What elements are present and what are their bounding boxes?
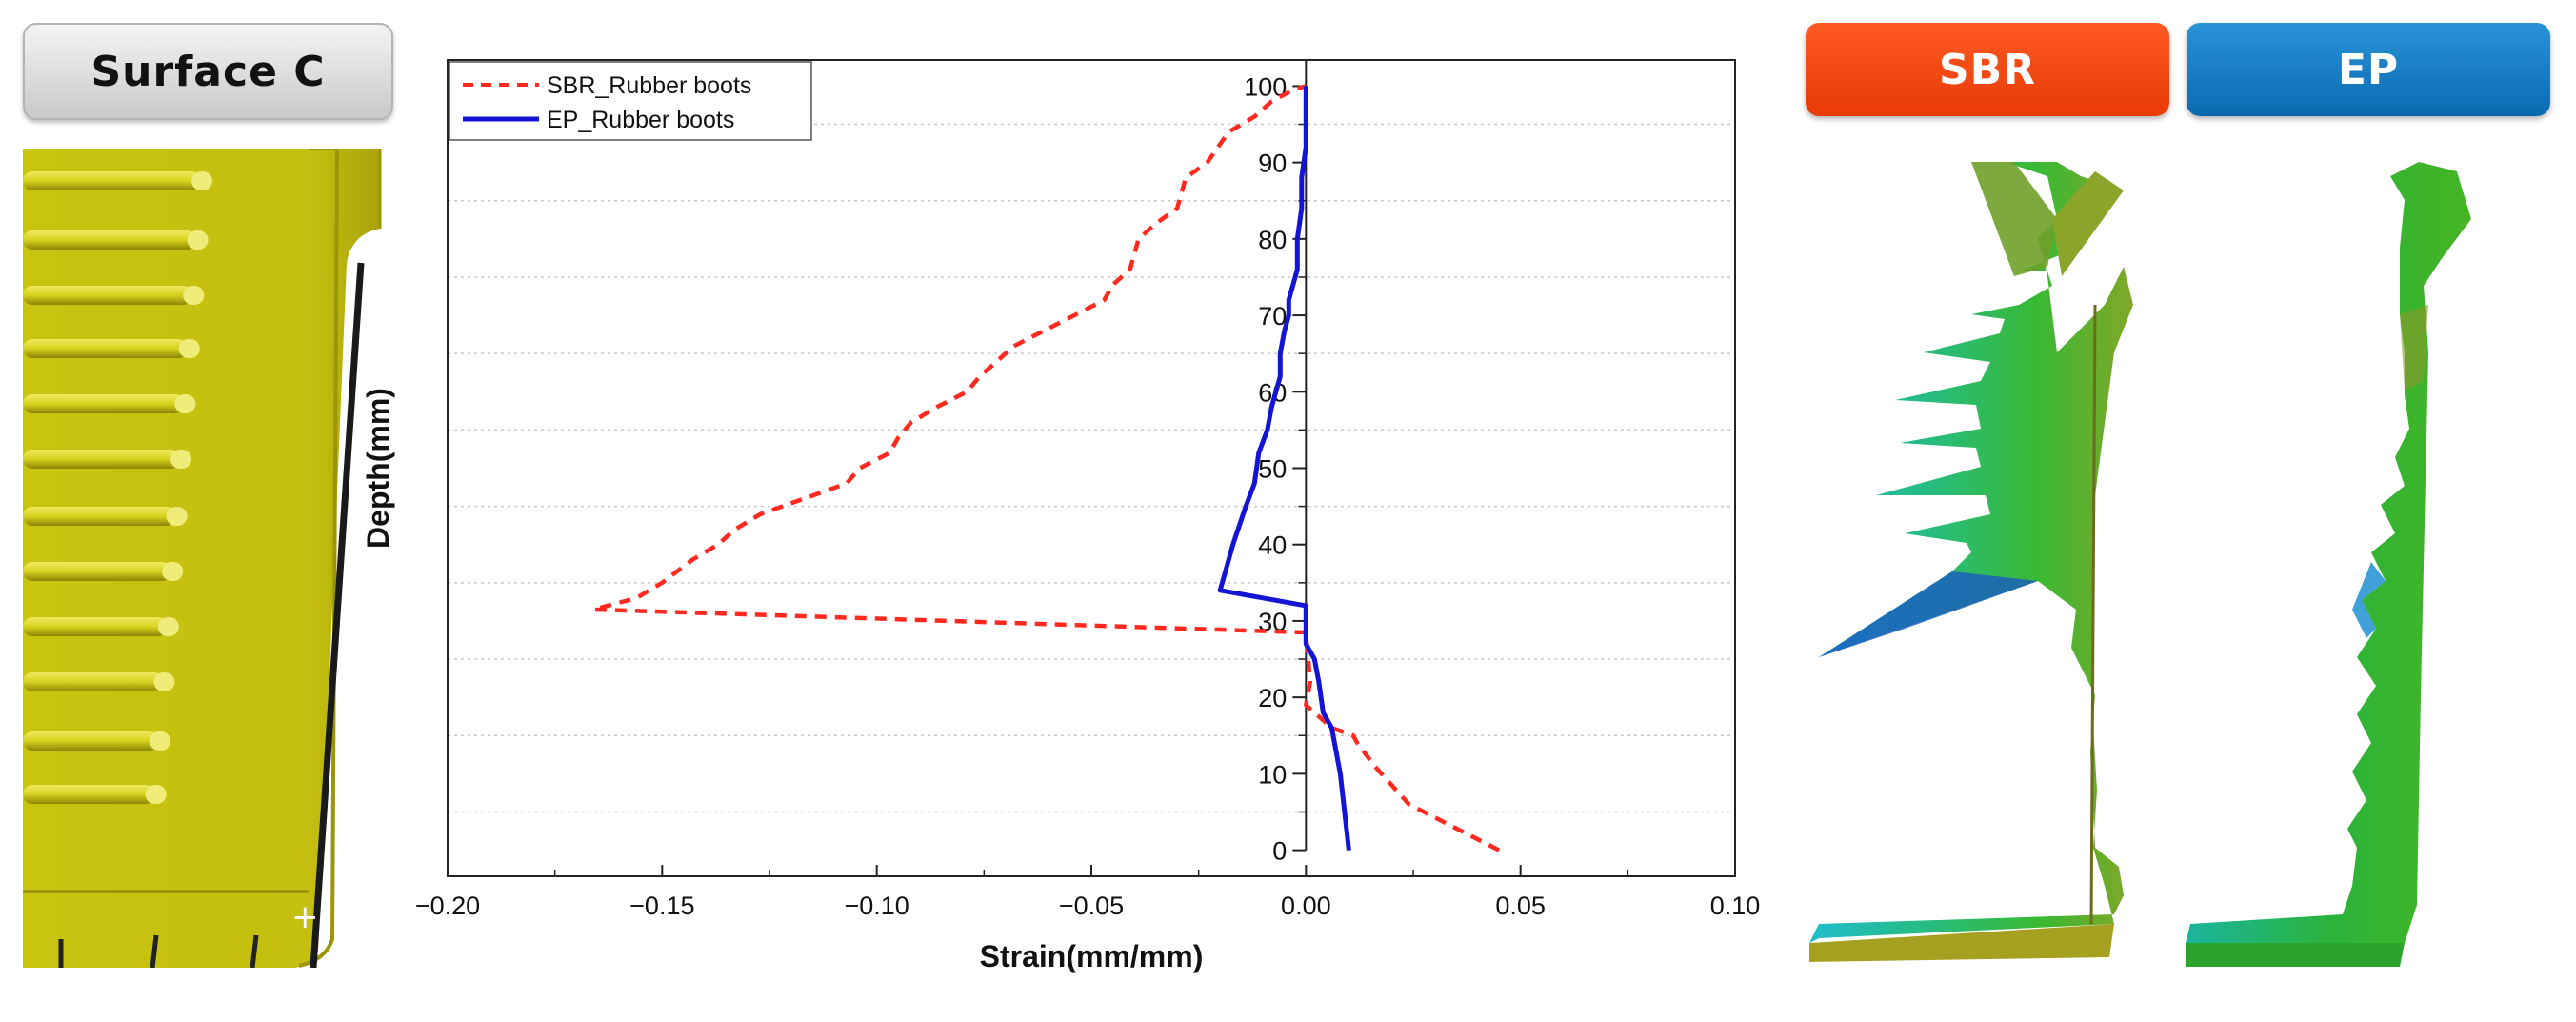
surface-fin [23, 230, 197, 250]
x-tick-label: 0.10 [1710, 892, 1761, 920]
x-tick-label: 0.00 [1281, 892, 1331, 920]
y-tick-label: 90 [1258, 150, 1287, 178]
legend-box [449, 61, 812, 141]
surface-c-button[interactable]: Surface C [23, 23, 393, 120]
surface-fin-cap [166, 507, 188, 526]
surface-fin-cap [145, 785, 167, 804]
surface-fin [23, 785, 155, 804]
plot-frame [447, 59, 1736, 877]
chart-legend: SBR_Rubber boots EP_Rubber boots [449, 61, 812, 141]
legend-label-sbr: SBR_Rubber boots [547, 72, 751, 99]
surface-fin-cap [170, 450, 191, 469]
surface-fin [23, 617, 168, 636]
series-line-ep [1217, 86, 1351, 851]
x-tick-label: −0.10 [845, 892, 909, 920]
surface-fin [23, 171, 201, 190]
series-line-sbr [590, 84, 1501, 852]
chart-series [590, 84, 1501, 852]
surface-fin [23, 562, 172, 581]
surface-fin-cap [183, 286, 205, 305]
sbr-deformation-model [1809, 162, 2133, 962]
chart-grid [448, 123, 1735, 813]
y-tick-label: 80 [1258, 226, 1287, 254]
legend-label-ep: EP_Rubber boots [547, 107, 734, 133]
surface-fin [23, 731, 159, 751]
ep-button[interactable]: EP [2187, 23, 2550, 116]
surface-fin [23, 394, 185, 413]
surface-fin [23, 339, 189, 358]
y-tick-label: 10 [1258, 760, 1287, 789]
ep-deformation-model [2186, 162, 2471, 967]
surface-fin-cap [162, 562, 184, 581]
surface-fin-cap [187, 230, 209, 250]
x-tick-label: 0.05 [1495, 892, 1546, 920]
surface-fins [23, 171, 212, 804]
surface-fin [23, 507, 176, 526]
x-tick-label: −0.05 [1059, 892, 1124, 920]
x-tick-label: −0.20 [415, 892, 480, 920]
surface-fin-cap [191, 171, 212, 190]
ep-mesh-body [2186, 162, 2471, 943]
ep-base [2186, 943, 2405, 967]
surface-fin-cap [178, 339, 200, 358]
surface-fin [23, 286, 193, 305]
sbr-mesh-body [1809, 162, 2133, 943]
y-tick-label: 70 [1258, 302, 1287, 331]
plus-icon: + [291, 898, 319, 936]
sbr-base [1809, 924, 2114, 962]
surface-fin [23, 450, 180, 469]
surface-c-render: + [23, 149, 382, 968]
strain-depth-chart: −0.20 −0.15 −0.10 −0.05 0.00 0.05 0.10 0102030… [362, 59, 1760, 973]
y-axis-title: Depth(mm) [362, 388, 395, 549]
sbr-button[interactable]: SBR [1806, 23, 2169, 116]
surface-fin-cap [174, 394, 196, 413]
x-axis: −0.20 −0.15 −0.10 −0.05 0.00 0.05 0.10 [415, 865, 1760, 920]
y-tick-label: 20 [1258, 684, 1287, 712]
surface-fin-cap [153, 672, 175, 691]
y-tick-label: 40 [1258, 531, 1287, 560]
surface-body [23, 149, 380, 968]
x-axis-title: Strain(mm/mm) [980, 939, 1204, 973]
y-tick-label: 50 [1258, 455, 1287, 484]
y-tick-label: 0 [1272, 837, 1287, 866]
surface-edge-line [310, 262, 365, 968]
x-tick-label: −0.15 [629, 892, 694, 920]
surface-fin [23, 672, 164, 691]
surface-fin-cap [150, 731, 170, 751]
surface-fin-cap [157, 617, 179, 636]
